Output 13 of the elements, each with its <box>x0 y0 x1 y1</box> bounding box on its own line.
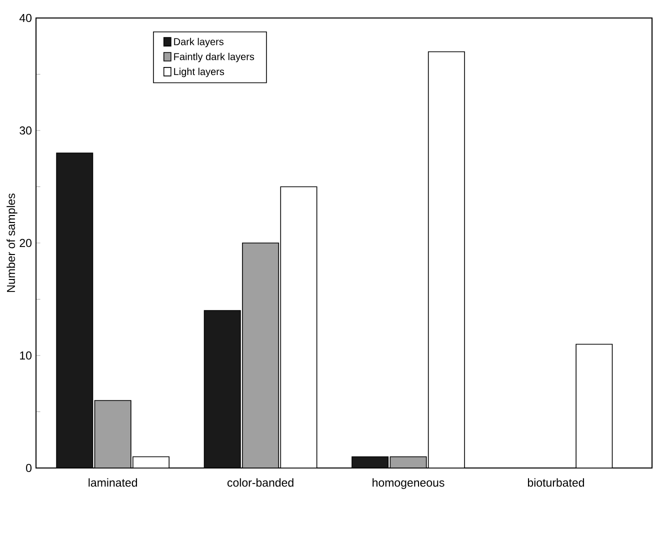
x-tick-label: color-banded <box>227 478 294 487</box>
x-tick-label: homogeneous <box>372 478 444 489</box>
x-tick-label: bioturbated <box>528 478 584 487</box>
y-tick-label: 40 <box>19 14 32 22</box>
legend-label: Faintly dark layers <box>174 52 254 62</box>
y-tick-label: 10 <box>20 351 32 360</box>
y-axis-title: Number of samples <box>6 194 18 292</box>
y-tick-label: 0 <box>26 464 32 472</box>
y-tick-label: 30 <box>20 126 32 135</box>
legend-label: Dark layers <box>174 38 224 48</box>
y-tick-label: 20 <box>20 238 32 248</box>
x-tick-label: laminated <box>88 478 138 487</box>
legend-label: Light layers <box>174 68 224 78</box>
